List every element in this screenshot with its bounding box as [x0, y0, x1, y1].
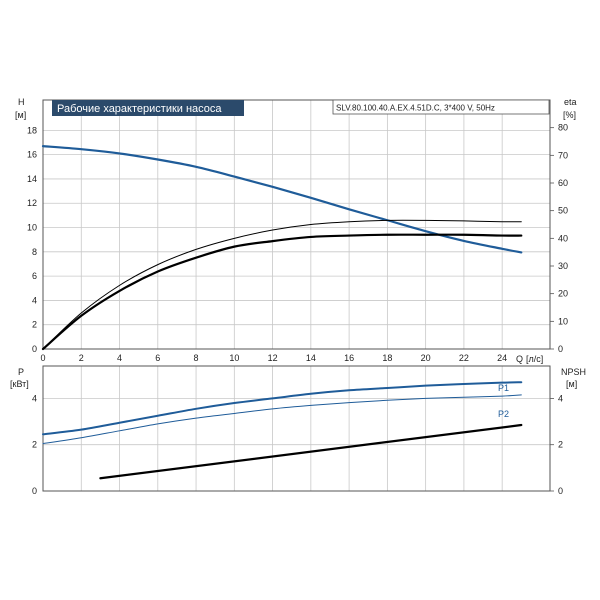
y-left-tick-label: 2 — [32, 440, 37, 450]
y-right-tick-label: 0 — [558, 486, 563, 496]
series-label-p1: P1 — [498, 383, 509, 393]
y-left-tick-label: 12 — [27, 198, 37, 208]
y-left-unit-top: [м] — [15, 110, 26, 120]
y-right-tick-label: 20 — [558, 289, 568, 299]
power-p2-curve — [42, 394, 522, 445]
y-right-tick-label: 70 — [558, 150, 568, 160]
efficiency-curve-2 — [42, 219, 522, 350]
power-p1-curve — [42, 381, 523, 436]
x-tick-label: 12 — [268, 353, 278, 363]
x-axis-unit: [л/с] — [526, 354, 543, 364]
x-tick-label: 2 — [79, 353, 84, 363]
x-tick-label: 22 — [459, 353, 469, 363]
y-right-tick-label: 0 — [558, 344, 563, 354]
head-curve — [41, 145, 523, 254]
y-right-label-bottom: NPSH — [561, 367, 586, 377]
x-tick-label: 24 — [497, 353, 507, 363]
y-left-tick-label: 0 — [32, 344, 37, 354]
y-left-tick-label: 16 — [27, 150, 37, 160]
y-left-tick-label: 14 — [27, 174, 37, 184]
series-label-p2: P2 — [498, 409, 509, 419]
top-plot-series — [41, 145, 523, 351]
y-left-tick-label: 4 — [32, 393, 37, 403]
y-left-tick-label: 0 — [32, 486, 37, 496]
x-tick-label: 8 — [194, 353, 199, 363]
x-tick-label: 10 — [229, 353, 239, 363]
bottom-plot-tick-labels: 0 2 4 0 2 4 — [32, 393, 563, 496]
chart-title-box — [52, 100, 244, 116]
y-right-label-top: eta — [564, 97, 577, 107]
y-left-unit-bottom: [кВт] — [10, 379, 29, 389]
bottom-plot-frame — [42, 365, 551, 492]
y-right-unit-bottom: [м] — [566, 379, 577, 389]
y-right-tick-label: 60 — [558, 178, 568, 188]
top-plot-frame — [42, 99, 551, 350]
chart-title: Рабочие характеристики насоса — [57, 103, 222, 115]
y-right-tick-label: 30 — [558, 261, 568, 271]
y-right-tick-label: 10 — [558, 316, 568, 326]
y-left-tick-label: 10 — [27, 223, 37, 233]
x-tick-label: 16 — [344, 353, 354, 363]
y-left-tick-label: 6 — [32, 271, 37, 281]
y-right-tick-label: 40 — [558, 233, 568, 243]
y-left-tick-label: 18 — [27, 125, 37, 135]
y-right-tick-label: 80 — [558, 123, 568, 133]
model-box — [332, 99, 550, 115]
y-right-tick-label: 50 — [558, 206, 568, 216]
efficiency-curve-1 — [41, 233, 523, 351]
x-tick-label: 6 — [155, 353, 160, 363]
y-left-label-bottom: P — [18, 367, 24, 377]
x-tick-label: 18 — [382, 353, 392, 363]
y-left-tick-label: 4 — [32, 295, 37, 305]
y-right-tick-label: 4 — [558, 393, 563, 403]
bottom-plot-series — [42, 381, 523, 480]
x-tick-label: 14 — [306, 353, 316, 363]
top-plot-tick-labels: 0 2 4 6 8 10 12 14 16 18 20 22 240246810121416180102… — [27, 123, 568, 363]
x-tick-label: 0 — [40, 353, 45, 363]
npsh-curve — [99, 423, 523, 480]
y-right-tick-label: 2 — [558, 440, 563, 450]
x-tick-label: 4 — [117, 353, 122, 363]
model-label: SLV.80.100.40.A.EX.4.51D.C, 3*400 V, 50H… — [336, 104, 495, 113]
y-left-label-top: H — [18, 97, 25, 107]
y-right-unit-top: [%] — [563, 110, 576, 120]
x-axis-label: Q — [516, 354, 523, 364]
y-left-tick-label: 2 — [32, 320, 37, 330]
x-tick-label: 20 — [421, 353, 431, 363]
y-left-tick-label: 8 — [32, 247, 37, 257]
